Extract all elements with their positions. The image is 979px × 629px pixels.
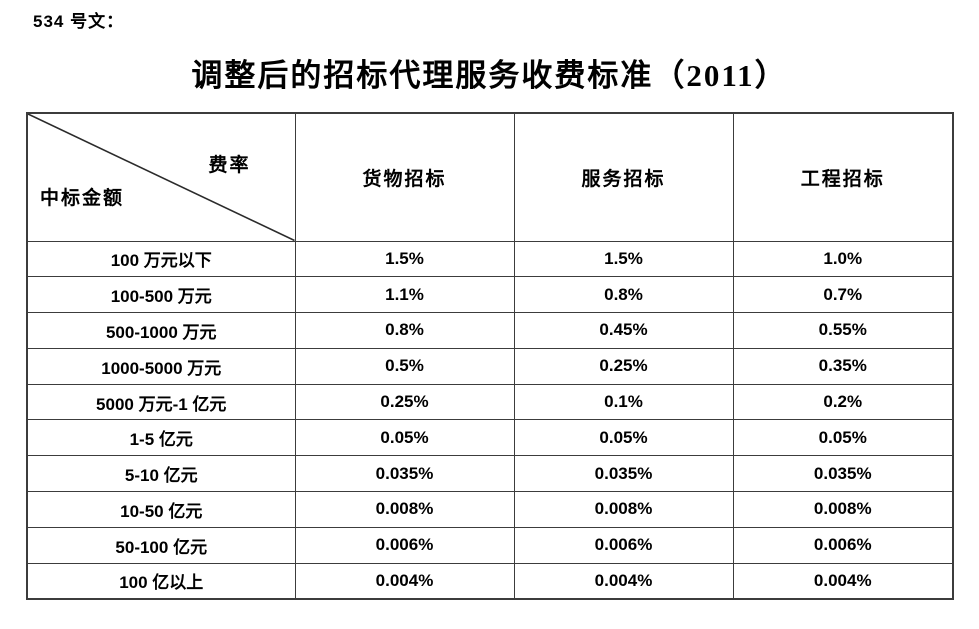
rate-cell: 0.05% bbox=[294, 419, 515, 457]
amount-range-cell: 1000-5000 万元 bbox=[26, 347, 296, 385]
amount-range-cell: 5-10 亿元 bbox=[26, 455, 296, 493]
rate-cell: 0.8% bbox=[294, 312, 515, 349]
table-row: 5-10 亿元 0.035% 0.035% 0.035% bbox=[26, 455, 954, 493]
rate-cell: 0.006% bbox=[513, 526, 734, 564]
amount-range-cell: 1-5 亿元 bbox=[26, 419, 296, 457]
rate-cell: 0.45% bbox=[513, 312, 734, 349]
fee-table: 费率 中标金额 货物招标 服务招标 工程招标 100 万元以下 1.5% 1.5… bbox=[26, 112, 954, 600]
amount-range-cell: 500-1000 万元 bbox=[26, 312, 296, 349]
column-header-engineering: 工程招标 bbox=[732, 112, 954, 242]
corner-rate-label: 费率 bbox=[208, 155, 251, 176]
table-row: 100 亿以上 0.004% 0.004% 0.004% bbox=[26, 562, 954, 600]
rate-cell: 0.05% bbox=[732, 419, 954, 457]
table-row: 100-500 万元 1.1% 0.8% 0.7% bbox=[26, 276, 954, 314]
rate-cell: 0.5% bbox=[294, 347, 515, 385]
amount-range-cell: 50-100 亿元 bbox=[26, 526, 296, 564]
amount-range-cell: 100-500 万元 bbox=[26, 276, 296, 314]
rate-cell: 0.004% bbox=[513, 562, 734, 600]
corner-amount-label: 中标金额 bbox=[40, 188, 125, 209]
table-row: 50-100 亿元 0.006% 0.006% 0.006% bbox=[26, 526, 954, 564]
column-header-services: 服务招标 bbox=[513, 112, 734, 242]
rate-cell: 0.035% bbox=[294, 455, 515, 493]
column-header-goods: 货物招标 bbox=[294, 112, 515, 242]
rate-cell: 0.8% bbox=[513, 276, 734, 314]
rate-cell: 0.05% bbox=[513, 419, 734, 457]
rate-cell: 0.035% bbox=[732, 455, 954, 493]
rate-cell: 0.25% bbox=[513, 347, 734, 385]
page-title: 调整后的招标代理服务收费标准（2011） bbox=[191, 58, 788, 93]
rate-cell: 0.035% bbox=[513, 455, 734, 493]
amount-range-cell: 100 亿以上 bbox=[26, 562, 296, 600]
amount-range-cell: 5000 万元-1 亿元 bbox=[26, 383, 296, 421]
rate-cell: 0.004% bbox=[294, 562, 515, 600]
table-row: 100 万元以下 1.5% 1.5% 1.0% bbox=[26, 240, 954, 278]
rate-cell: 1.0% bbox=[732, 240, 954, 278]
doc-number-label: 534 号文： bbox=[33, 12, 125, 31]
rate-cell: 0.1% bbox=[513, 383, 734, 421]
amount-range-cell: 100 万元以下 bbox=[26, 240, 296, 278]
rate-cell: 0.7% bbox=[732, 276, 954, 314]
rate-cell: 0.006% bbox=[732, 526, 954, 564]
amount-range-cell: 10-50 亿元 bbox=[26, 491, 296, 528]
rate-cell: 0.35% bbox=[732, 347, 954, 385]
rate-cell: 0.004% bbox=[732, 562, 954, 600]
table-row: 1000-5000 万元 0.5% 0.25% 0.35% bbox=[26, 347, 954, 385]
rate-cell: 1.5% bbox=[513, 240, 734, 278]
rate-cell: 0.008% bbox=[294, 491, 515, 528]
rate-cell: 0.25% bbox=[294, 383, 515, 421]
diagonal-line bbox=[28, 114, 295, 241]
rate-cell: 1.1% bbox=[294, 276, 515, 314]
corner-header-cell: 费率 中标金额 bbox=[26, 112, 296, 242]
rate-cell: 0.2% bbox=[732, 383, 954, 421]
table-header-row: 费率 中标金额 货物招标 服务招标 工程招标 bbox=[26, 112, 954, 242]
rate-cell: 0.006% bbox=[294, 526, 515, 564]
table-row: 5000 万元-1 亿元 0.25% 0.1% 0.2% bbox=[26, 383, 954, 421]
rate-cell: 0.008% bbox=[513, 491, 734, 528]
table-row: 10-50 亿元 0.008% 0.008% 0.008% bbox=[26, 491, 954, 528]
rate-cell: 1.5% bbox=[294, 240, 515, 278]
table-row: 1-5 亿元 0.05% 0.05% 0.05% bbox=[26, 419, 954, 457]
table-row: 500-1000 万元 0.8% 0.45% 0.55% bbox=[26, 312, 954, 349]
rate-cell: 0.55% bbox=[732, 312, 954, 349]
rate-cell: 0.008% bbox=[732, 491, 954, 528]
